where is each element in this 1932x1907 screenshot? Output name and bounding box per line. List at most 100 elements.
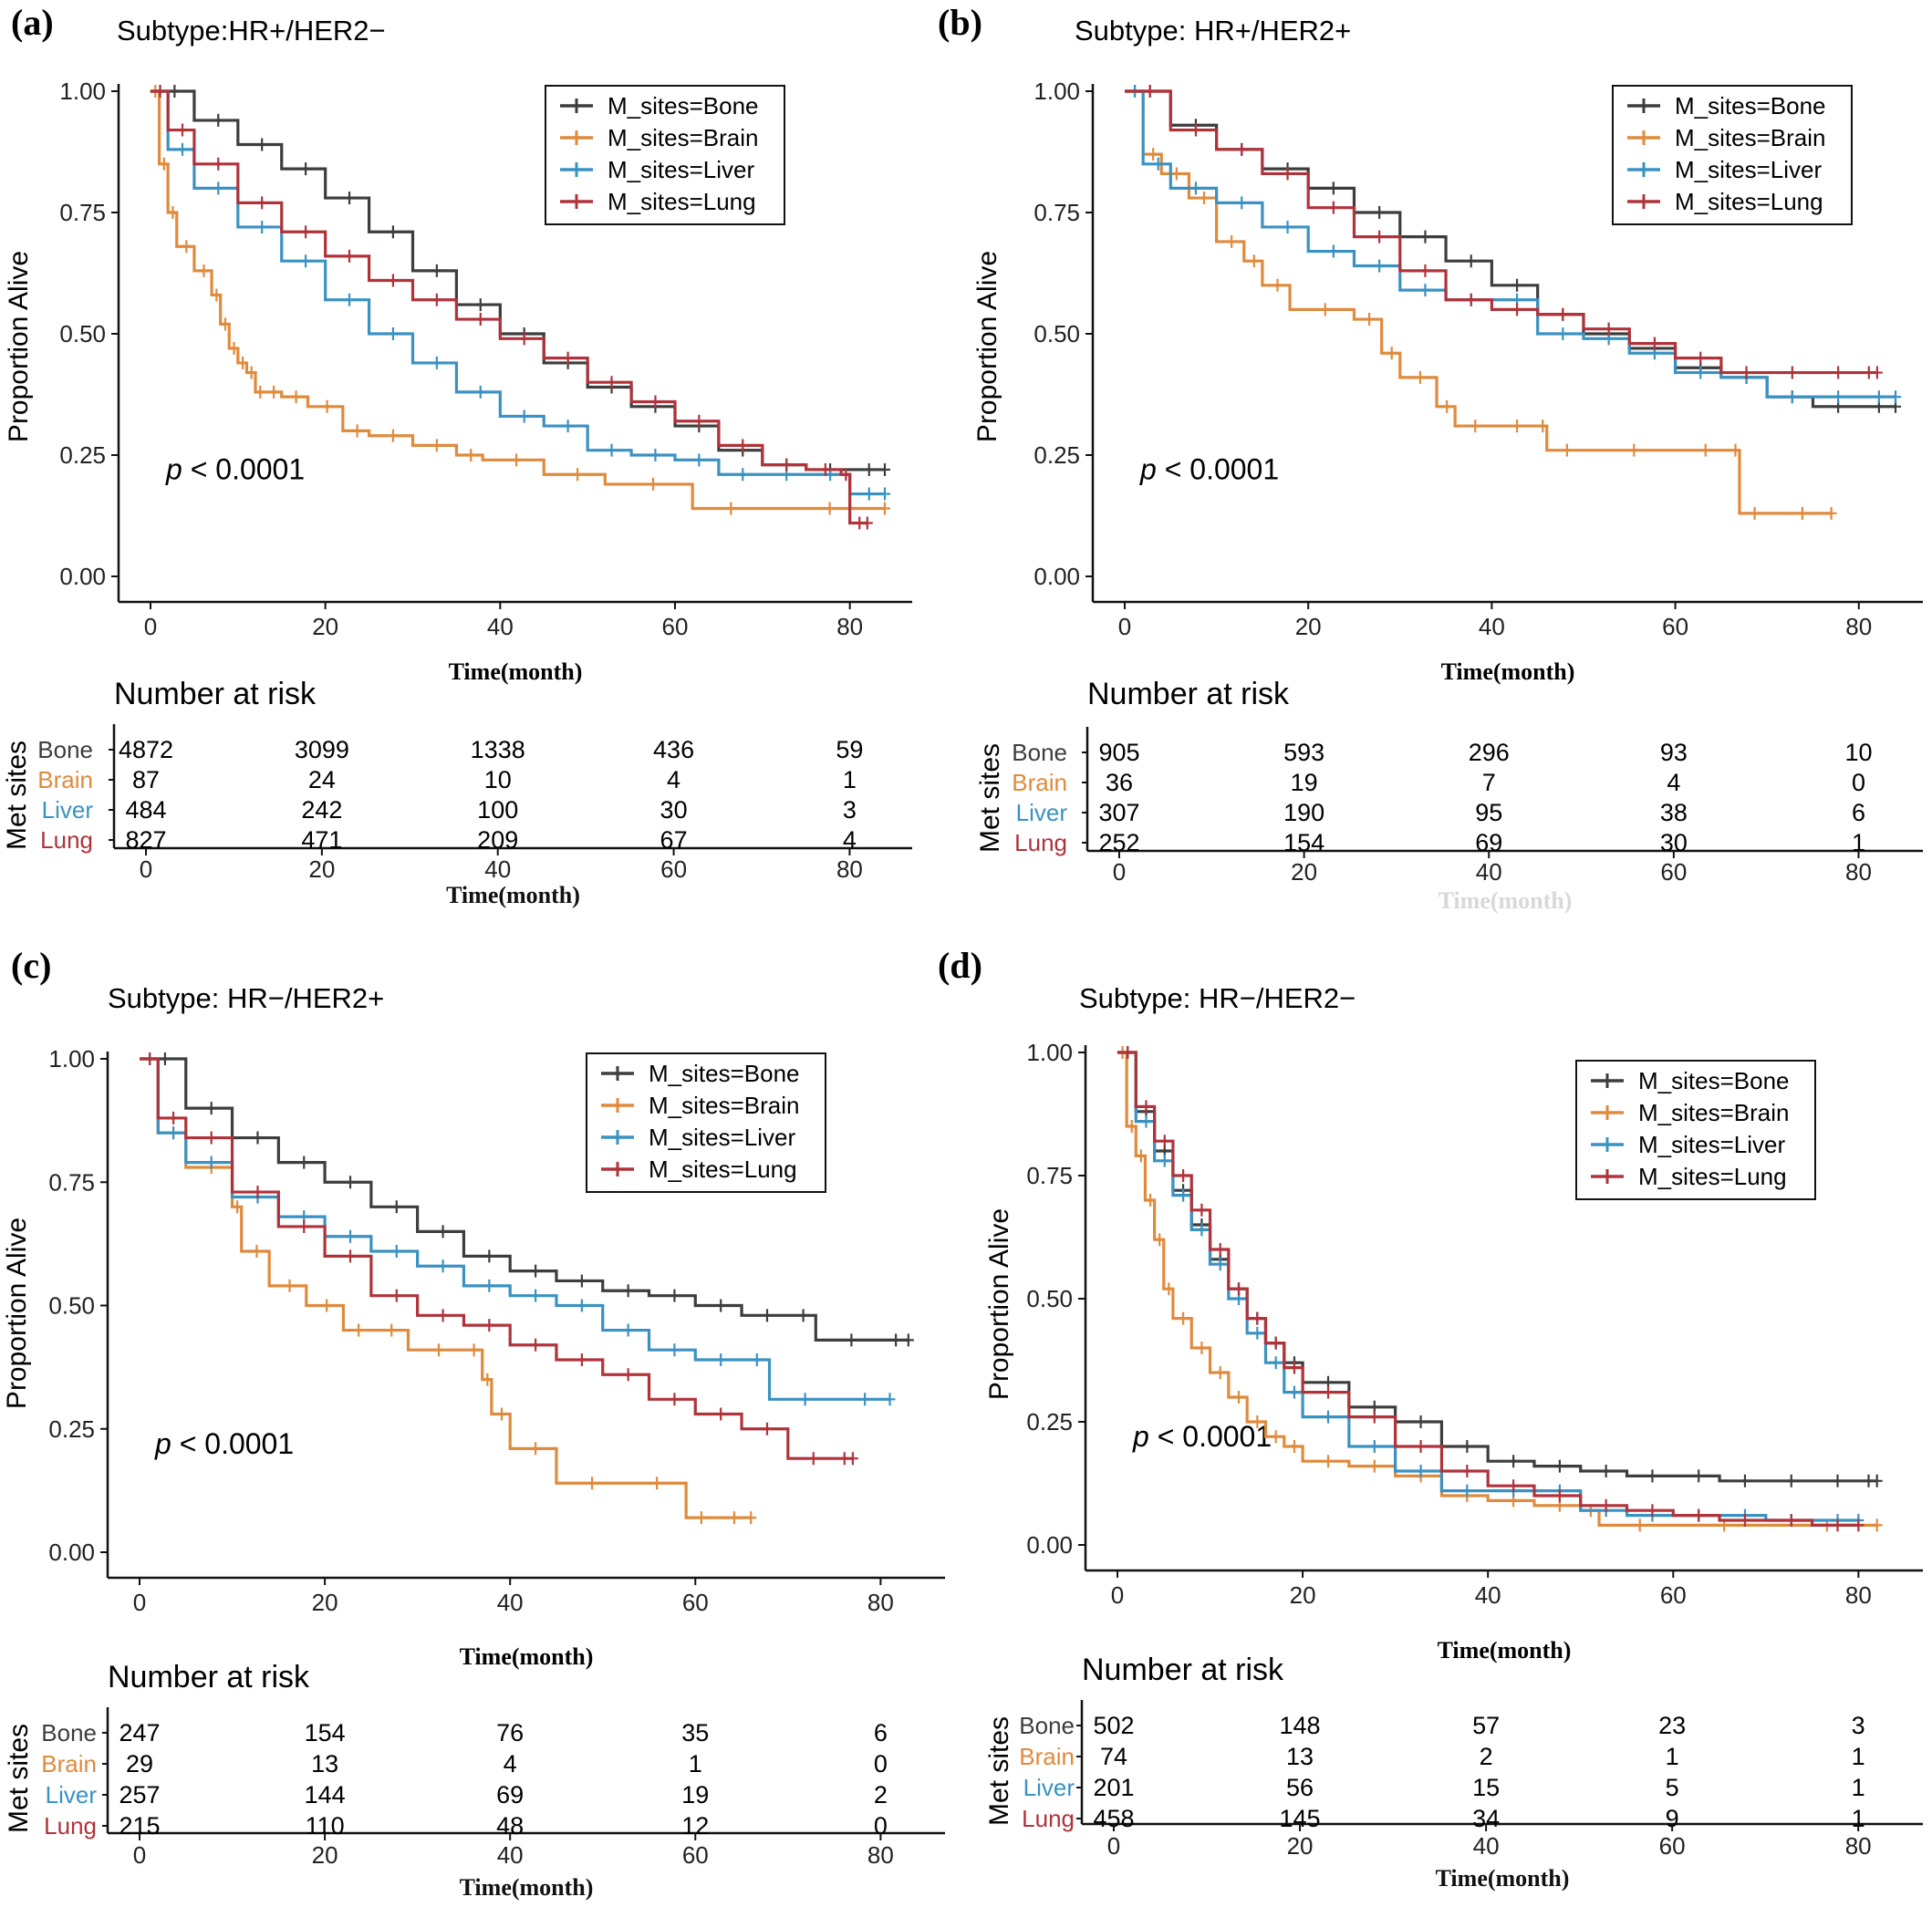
- censor-mark: [1699, 443, 1711, 457]
- censor-mark: [1282, 220, 1293, 233]
- risk-count: 76: [496, 1719, 524, 1746]
- legend-entry: M_sites=Brain: [649, 1092, 799, 1119]
- censor-mark: [1126, 1120, 1137, 1133]
- censor-mark: [1465, 254, 1477, 268]
- censor-mark: [1693, 1469, 1705, 1483]
- censor-mark: [1368, 1440, 1380, 1453]
- censor-mark: [1226, 234, 1238, 248]
- risk-count: 0: [874, 1750, 888, 1777]
- risk-count: 1: [1852, 1743, 1865, 1770]
- censor-mark: [576, 1274, 587, 1288]
- y-tick-label: 1.00: [59, 78, 106, 105]
- censor-mark: [1252, 1415, 1263, 1428]
- censor-mark: [847, 1452, 858, 1466]
- risk-count: 74: [1100, 1743, 1127, 1770]
- censor-mark: [1628, 443, 1640, 457]
- risk-count: 6: [874, 1719, 888, 1746]
- risk-count: 4: [667, 766, 680, 793]
- risk-x-tick-label: 40: [1476, 858, 1502, 886]
- censor-mark: [1196, 1203, 1208, 1217]
- risk-count: 30: [660, 796, 688, 824]
- risk-row-label: Brain: [37, 766, 93, 793]
- censor-mark: [1154, 1233, 1166, 1247]
- risk-count: 36: [1106, 769, 1133, 796]
- censor-mark: [859, 1393, 871, 1406]
- risk-side-label: Met sites: [984, 1716, 1014, 1826]
- censor-mark: [1786, 390, 1798, 404]
- risk-row-label: Lung: [1022, 1805, 1075, 1832]
- censor-mark: [1749, 506, 1761, 520]
- censor-mark: [1648, 337, 1660, 350]
- censor-mark: [572, 468, 584, 482]
- censor-mark: [213, 157, 224, 171]
- risk-count: 13: [1286, 1743, 1314, 1770]
- censor-mark: [1368, 1410, 1380, 1424]
- censor-mark: [1236, 196, 1248, 210]
- censor-mark: [1196, 1223, 1208, 1237]
- censor-mark: [387, 429, 399, 442]
- censor-mark: [1135, 1149, 1147, 1163]
- risk-count: 201: [1093, 1774, 1134, 1801]
- risk-side-label: Met sites: [4, 1724, 34, 1833]
- risk-count: 3099: [295, 736, 349, 763]
- censor-mark: [1693, 1508, 1705, 1522]
- y-tick-label: 1.00: [1026, 1039, 1073, 1066]
- censor-mark: [511, 453, 523, 467]
- panel-title: Subtype: HR−/HER2−: [1079, 982, 1356, 1014]
- x-tick-label: 40: [1475, 1581, 1501, 1609]
- risk-x-tick-label: 80: [867, 1841, 894, 1869]
- y-tick-label: 0.25: [59, 441, 106, 469]
- risk-x-tick-label: 20: [1287, 1832, 1314, 1860]
- censor-mark: [386, 1323, 398, 1337]
- risk-count: 7: [1482, 769, 1496, 796]
- censor-mark: [344, 293, 356, 306]
- censor-mark: [344, 192, 356, 205]
- censor-mark: [879, 462, 890, 476]
- censor-mark: [693, 453, 705, 467]
- km-curve-brain: [1117, 1051, 1877, 1527]
- y-tick-label: 1.00: [48, 1045, 95, 1073]
- risk-count: 247: [119, 1719, 160, 1746]
- risk-count: 242: [301, 796, 342, 824]
- risk-table-header: Number at risk: [108, 1660, 310, 1695]
- censor-mark: [1270, 1356, 1282, 1370]
- censor-mark: [158, 157, 170, 171]
- km-curve-lung: [1125, 89, 1877, 375]
- censor-mark: [761, 1309, 773, 1322]
- p-value: p < 0.0001: [1139, 453, 1279, 486]
- panel-letter: (a): [11, 2, 54, 43]
- censor-mark: [1415, 1440, 1427, 1453]
- censor-mark: [252, 1131, 264, 1145]
- censor-mark: [1158, 1154, 1170, 1167]
- legend-entry: M_sites=Liver: [608, 156, 754, 183]
- x-tick-label: 80: [1845, 1581, 1872, 1609]
- y-tick-label: 0.25: [48, 1415, 95, 1443]
- km-panel-2: (c) Subtype: HR−/HER2+ 0.00 0.25 0.50 0.75 1.0…: [2, 945, 945, 1901]
- y-tick-label: 0.50: [48, 1292, 95, 1320]
- censor-mark: [1170, 167, 1182, 181]
- x-tick-label: 20: [1290, 1581, 1316, 1609]
- risk-count: 1338: [471, 736, 525, 763]
- risk-row-label: Lung: [40, 826, 93, 854]
- censor-mark: [1236, 142, 1248, 156]
- km-curve-bone: [140, 1057, 909, 1342]
- censor-mark: [1140, 1100, 1152, 1114]
- censor-mark: [622, 1368, 634, 1382]
- censor-mark: [1158, 1135, 1170, 1148]
- y-tick-label: 0.75: [48, 1168, 95, 1196]
- censor-mark: [232, 1200, 244, 1214]
- censor-mark: [1739, 1514, 1750, 1527]
- risk-count: 1: [1666, 1743, 1679, 1770]
- censor-mark: [1537, 420, 1549, 433]
- censor-mark: [213, 113, 224, 127]
- risk-table-header: Number at risk: [114, 677, 317, 711]
- censor-mark: [268, 385, 280, 399]
- censor-mark: [1323, 1455, 1335, 1468]
- censor-mark: [606, 443, 618, 457]
- censor-mark: [256, 196, 268, 210]
- km-panel-0: (a) Subtype:HR+/HER2− 0.00 0.25 0.50 0.75 1.00…: [2, 2, 912, 908]
- risk-x-tick-label: 60: [660, 855, 687, 883]
- risk-row-label: Brain: [1019, 1743, 1075, 1770]
- risk-count: 93: [1660, 739, 1688, 766]
- censor-mark: [198, 264, 210, 277]
